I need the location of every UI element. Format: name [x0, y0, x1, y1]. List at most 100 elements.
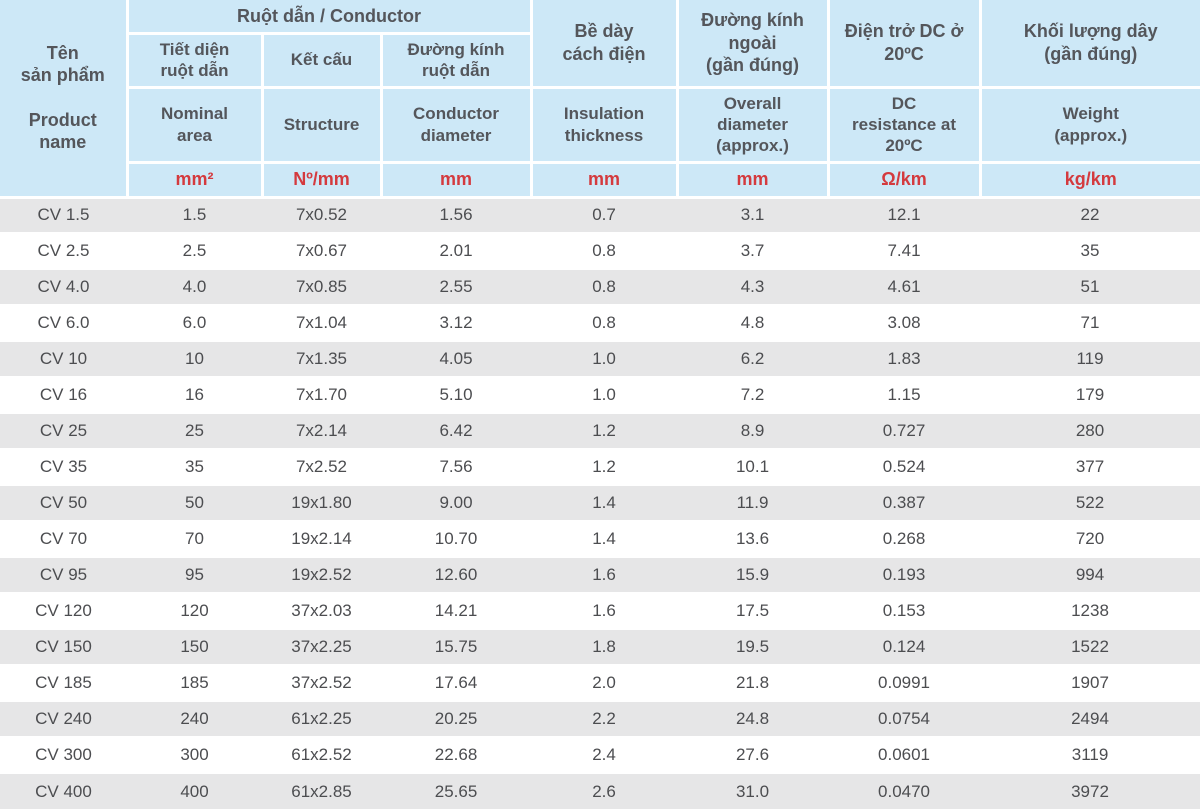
cell-product_name: CV 185	[0, 664, 127, 701]
table-row: CV 120 120 37x2.03 14.21 1.6 17.5 0.153 1238	[0, 592, 1200, 629]
cell-conductor_diameter: 3.12	[381, 304, 532, 341]
cell-nominal_area: 120	[127, 592, 262, 629]
cell-structure: 37x2.25	[262, 628, 381, 665]
cell-weight: 71	[980, 304, 1200, 341]
cell-overall_diameter: 13.6	[677, 520, 829, 557]
cell-dc_resistance: 3.08	[828, 304, 981, 341]
cell-insulation_thickness: 2.0	[531, 664, 678, 701]
cell-insulation_thickness: 1.0	[531, 376, 678, 413]
table-row: CV 150 150 37x2.25 15.75 1.8 19.5 0.124 1522	[0, 628, 1200, 665]
cell-weight: 51	[980, 268, 1200, 305]
cell-overall_diameter: 11.9	[677, 484, 829, 521]
header-conductor-diameter-vi: Đường kính ruột dẫn	[379, 31, 532, 89]
cell-weight: 994	[980, 556, 1200, 593]
cell-overall_diameter: 15.9	[677, 556, 829, 593]
cell-dc_resistance: 0.0601	[828, 736, 981, 773]
cell-product_name: CV 25	[0, 412, 127, 449]
cell-dc_resistance: 0.387	[828, 484, 981, 521]
cell-structure: 7x0.52	[262, 196, 381, 233]
unit-conductor-diameter: mm	[379, 160, 533, 199]
header-conductor-diameter-en: Conductor diameter	[379, 85, 533, 164]
cell-overall_diameter: 4.3	[677, 268, 829, 305]
unit-structure: Nº/mm	[260, 160, 383, 199]
cell-overall_diameter: 24.8	[677, 700, 829, 737]
unit-weight: kg/km	[978, 160, 1200, 199]
cell-dc_resistance: 0.153	[828, 592, 981, 629]
cell-dc_resistance: 0.0991	[828, 664, 981, 701]
table-row: CV 10 10 7x1.35 4.05 1.0 6.2 1.83 119	[0, 340, 1200, 377]
cell-structure: 19x1.80	[262, 484, 381, 521]
cell-nominal_area: 25	[127, 412, 262, 449]
cell-weight: 377	[980, 448, 1200, 485]
cell-conductor_diameter: 2.01	[381, 232, 532, 269]
unit-overall-diameter: mm	[675, 160, 830, 199]
cell-conductor_diameter: 9.00	[381, 484, 532, 521]
cell-conductor_diameter: 10.70	[381, 520, 532, 557]
cell-weight: 280	[980, 412, 1200, 449]
cell-structure: 19x2.14	[262, 520, 381, 557]
cell-dc_resistance: 12.1	[828, 196, 981, 233]
cell-overall_diameter: 7.2	[677, 376, 829, 413]
cell-insulation_thickness: 0.8	[531, 304, 678, 341]
cell-product_name: CV 35	[0, 448, 127, 485]
cell-weight: 3119	[980, 736, 1200, 773]
table-body: CV 1.5 1.5 7x0.52 1.56 0.7 3.1 12.1 22 CV 2.5 2.5…	[0, 196, 1200, 809]
header-dc-resistance-en: DC resistance at 20ºC	[826, 85, 982, 164]
cell-product_name: CV 16	[0, 376, 127, 413]
header-structure-en: Structure	[260, 85, 383, 164]
cell-conductor_diameter: 17.64	[381, 664, 532, 701]
header-dc-resistance-vi: Điện trở DC ở 20ºC	[826, 0, 982, 89]
header-row-group: Tên sản phẩm Product name Ruột dẫn / Con…	[0, 0, 1200, 199]
cell-product_name: CV 4.0	[0, 268, 127, 305]
cell-product_name: CV 150	[0, 628, 127, 665]
cell-nominal_area: 1.5	[127, 196, 262, 233]
header-structure-vi: Kết cấu	[260, 31, 383, 89]
cell-structure: 61x2.25	[262, 700, 381, 737]
cell-conductor_diameter: 25.65	[381, 772, 532, 809]
cell-conductor_diameter: 14.21	[381, 592, 532, 629]
cell-overall_diameter: 31.0	[677, 772, 829, 809]
table-row: CV 400 400 61x2.85 25.65 2.6 31.0 0.0470 3972	[0, 772, 1200, 809]
header-product-name-en: Product name	[28, 109, 97, 153]
cell-weight: 22	[980, 196, 1200, 233]
cell-structure: 7x0.67	[262, 232, 381, 269]
table-row: CV 25 25 7x2.14 6.42 1.2 8.9 0.727 280	[0, 412, 1200, 449]
table-row: CV 300 300 61x2.52 22.68 2.4 27.6 0.0601 3119	[0, 736, 1200, 773]
cell-insulation_thickness: 1.4	[531, 484, 678, 521]
cell-overall_diameter: 6.2	[677, 340, 829, 377]
cell-structure: 37x2.52	[262, 664, 381, 701]
cell-weight: 1522	[980, 628, 1200, 665]
cell-weight: 1907	[980, 664, 1200, 701]
cell-overall_diameter: 3.7	[677, 232, 829, 269]
cell-nominal_area: 400	[127, 772, 262, 809]
table-row: CV 70 70 19x2.14 10.70 1.4 13.6 0.268 720	[0, 520, 1200, 557]
cell-structure: 61x2.85	[262, 772, 381, 809]
cell-weight: 2494	[980, 700, 1200, 737]
cell-product_name: CV 400	[0, 772, 127, 809]
cell-nominal_area: 35	[127, 448, 262, 485]
cell-dc_resistance: 0.193	[828, 556, 981, 593]
cell-insulation_thickness: 1.8	[531, 628, 678, 665]
header-nominal-area-en: Nominal area	[127, 85, 264, 164]
cell-structure: 37x2.03	[262, 592, 381, 629]
cell-dc_resistance: 1.83	[828, 340, 981, 377]
cell-structure: 7x1.35	[262, 340, 381, 377]
cell-nominal_area: 185	[127, 664, 262, 701]
cell-conductor_diameter: 5.10	[381, 376, 532, 413]
table-row: CV 185 185 37x2.52 17.64 2.0 21.8 0.0991 1907	[0, 664, 1200, 701]
unit-nominal-area: mm²	[127, 160, 264, 199]
cell-insulation_thickness: 1.2	[531, 412, 678, 449]
cell-nominal_area: 300	[127, 736, 262, 773]
header-row-vietnamese: Tiết diện ruột dẫn Kết cấu Đường kính ru…	[0, 31, 1200, 89]
header-nominal-area-vi: Tiết diện ruột dẫn	[127, 31, 264, 89]
cell-nominal_area: 70	[127, 520, 262, 557]
cell-structure: 7x2.52	[262, 448, 381, 485]
cell-product_name: CV 2.5	[0, 232, 127, 269]
cell-overall_diameter: 3.1	[677, 196, 829, 233]
cell-conductor_diameter: 4.05	[381, 340, 532, 377]
cell-nominal_area: 6.0	[127, 304, 262, 341]
cell-structure: 7x1.70	[262, 376, 381, 413]
table-row: CV 95 95 19x2.52 12.60 1.6 15.9 0.193 994	[0, 556, 1200, 593]
cell-insulation_thickness: 0.8	[531, 268, 678, 305]
